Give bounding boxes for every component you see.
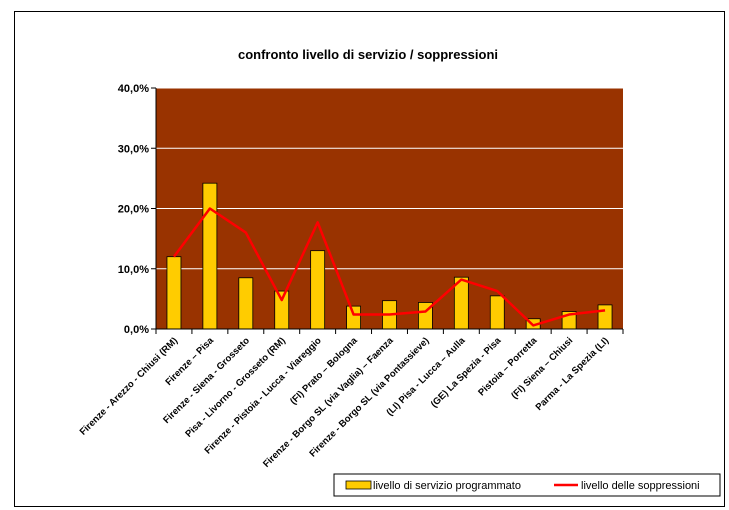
bar [346, 305, 361, 330]
line-path [172, 207, 606, 327]
legend-bar-swatch [345, 480, 372, 490]
x-tick-label: (FI) Prato – Bologna [288, 335, 360, 407]
gridlines [156, 87, 623, 270]
chart: confronto livello di servizio / soppress… [78, 47, 721, 497]
bar [274, 290, 290, 330]
y-tick-label: 10,0% [118, 264, 149, 276]
bar [597, 304, 613, 330]
y-tick-label: 0,0% [124, 324, 149, 336]
x-axis: Firenze - Arezzo - Chiusi (RM)Firenze – … [78, 329, 624, 470]
bar [310, 250, 326, 330]
y-tick-label: 20,0% [118, 204, 149, 216]
x-tick-label: (GE) La Spezia - Pisa [429, 335, 504, 410]
x-tick-label: (FI) Siena – Chiusi [509, 335, 575, 401]
y-axis: 0,0% 10,0% 20,0% 30,0% 40,0% [118, 83, 623, 336]
x-tick-label: Firenze - Borgo SL (via Vaglia) – Faenza [261, 335, 396, 470]
chart-frame: confronto livello di servizio / soppress… [14, 11, 725, 507]
bar [489, 295, 505, 330]
line-series [172, 207, 606, 327]
legend-bar-label: livello di servizio programmato [373, 480, 521, 492]
x-tick-label: Parma - La Spezia (LI) [534, 335, 612, 413]
legend: livello di servizio programmato livello … [333, 473, 721, 497]
bar [202, 182, 218, 330]
y-tick-label: 40,0% [118, 83, 149, 95]
bar [166, 256, 182, 330]
bar [238, 277, 254, 330]
legend-line-label: livello delle soppressioni [581, 480, 700, 492]
y-tick-label: 30,0% [118, 143, 149, 155]
legend-box [333, 473, 721, 497]
chart-title: confronto livello di servizio / soppress… [238, 47, 498, 62]
